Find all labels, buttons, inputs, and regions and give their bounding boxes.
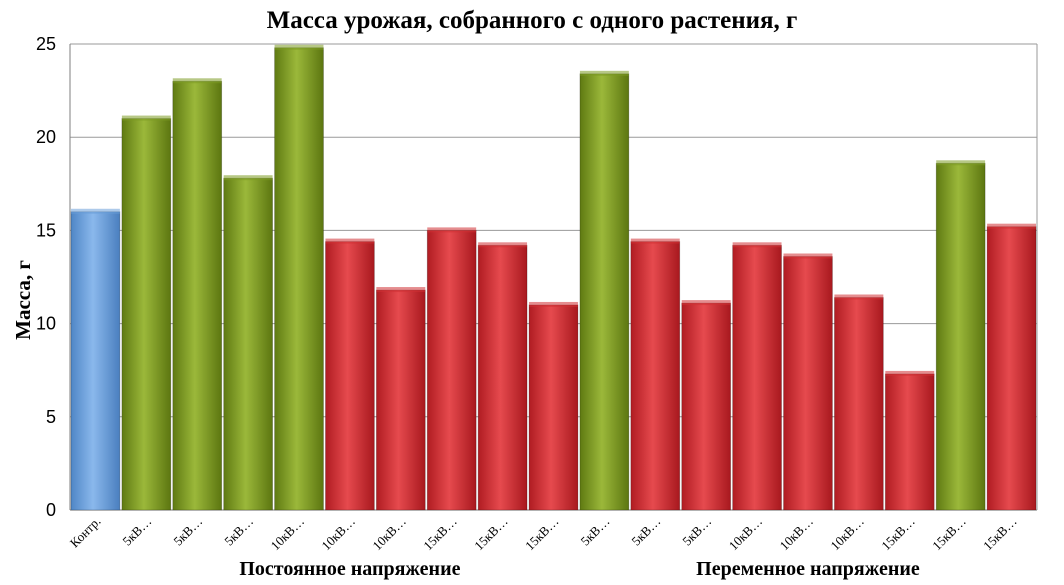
y-tick-labels: 0 5 10 15 20 25 [36,34,56,520]
group-label: Постоянное напряжение [239,558,460,580]
bar-top-cap [529,301,578,307]
bar [121,118,172,511]
y-tick-label: 5 [46,407,56,427]
x-tick-label: 15кВ… [980,514,1020,554]
x-tick-label: 15кВ… [471,514,511,554]
x-tick-label: 5кВ… [119,514,154,549]
bar [681,302,732,511]
bars [70,44,1037,511]
bar [426,229,477,511]
x-tick-label: Контр. [67,514,104,551]
bar-top-cap [121,115,171,121]
x-tick-label: 5кВ… [679,514,714,549]
x-tick-label: 10кВ… [726,514,766,554]
bar [274,47,324,511]
x-tick-label: 15кВ… [522,514,562,554]
bar [70,211,121,511]
x-tick-label: 5кВ… [221,514,256,549]
bar [325,241,375,511]
bar-top-cap [325,238,375,244]
y-tick-label: 20 [36,127,56,147]
bar-top-cap [681,300,731,306]
bar-top-cap [172,78,222,84]
bar-top-cap [732,242,782,248]
bar-top-cap [834,294,884,300]
bar [935,162,986,511]
y-tick-label: 15 [36,220,56,240]
bar-top-cap [223,175,273,181]
x-tick-label: 5кВ… [578,514,613,549]
bar [630,241,681,511]
bar [528,304,579,511]
bar [375,289,426,511]
bar-top-cap [427,227,477,233]
bar [172,80,223,511]
bar-top-cap [579,70,629,76]
bar-top-cap [885,370,935,376]
bar-top-cap [630,238,680,244]
x-tick-label: 10кВ… [776,514,816,554]
y-tick-label: 10 [36,314,56,334]
y-axis-label: Масса, г [11,260,35,340]
bar-top-cap [936,160,986,166]
group-label: Переменное напряжение [696,558,920,580]
bar [884,373,935,511]
bar [783,256,833,511]
x-tick-label: 10кВ… [369,514,409,554]
x-tick-label: 15кВ… [878,514,918,554]
x-tick-labels: Контр. 5кВ… 5кВ… 5кВ… 10кВ… 10кВ… 10кВ… 15кВ… 15… [67,514,1020,554]
bar [732,244,782,511]
chart-title: Масса урожая, собранного с одного растен… [267,7,798,34]
bar-top-cap [478,242,528,248]
y-tick-label: 0 [46,500,56,520]
bar-top-cap [987,223,1036,229]
x-tick-label: 5кВ… [628,514,663,549]
bar-top-cap [783,253,833,259]
bar [477,244,528,511]
x-tick-label: 10кВ… [827,514,867,554]
bar [579,73,630,511]
x-tick-label: 10кВ… [268,514,308,554]
bar [223,177,273,511]
bar [986,226,1037,511]
y-tick-label: 25 [36,34,56,54]
bar-top-cap [71,208,120,214]
x-tick-label: 15кВ… [929,514,969,554]
bar-top-cap [376,287,426,293]
bar [834,297,884,511]
x-tick-label: 10кВ… [318,514,358,554]
x-tick-label: 5кВ… [170,514,205,549]
bar-top-cap [274,44,324,50]
x-tick-label: 15кВ… [420,514,460,554]
group-labels: Постоянное напряжение Переменное напряжен… [239,558,920,580]
